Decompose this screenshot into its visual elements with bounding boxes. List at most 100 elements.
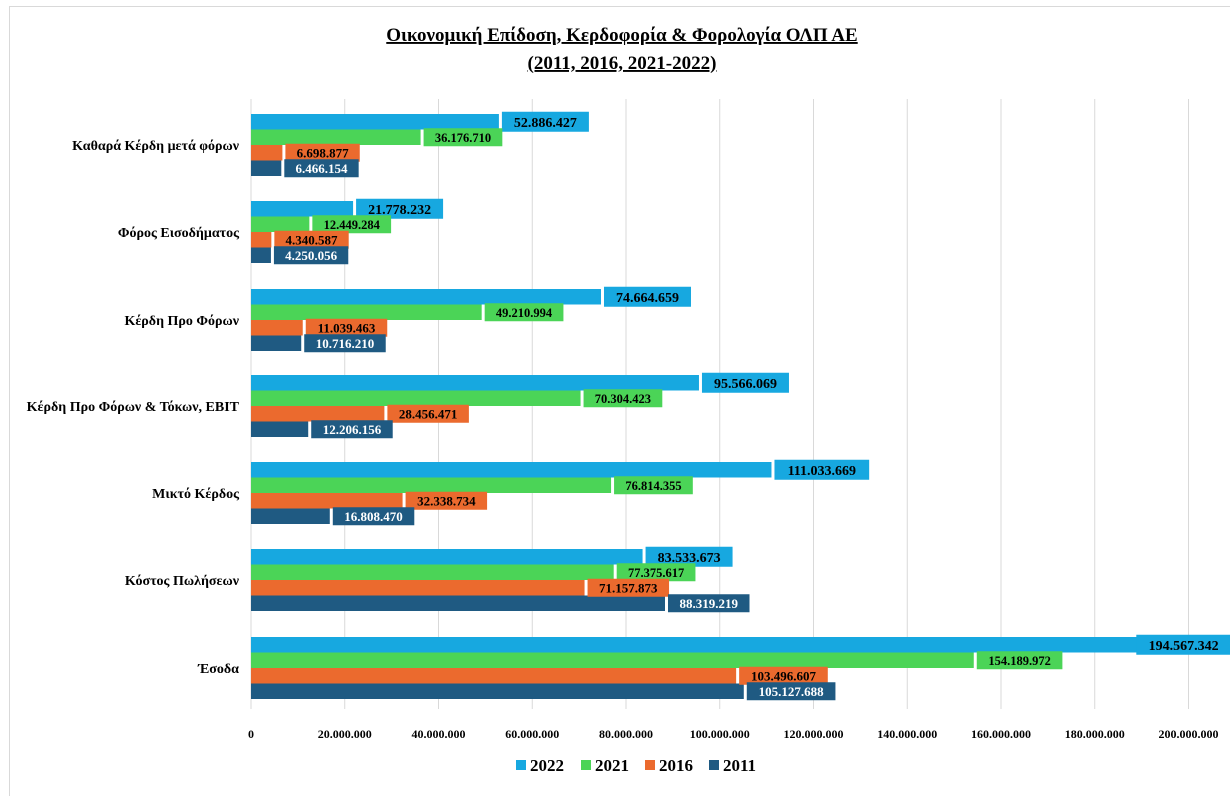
chart-frame: Οικονομική Επίδοση, Κερδοφορία & Φορολογ…: [9, 6, 1230, 796]
data-label-2022: 194.567.342: [1136, 634, 1230, 655]
data-label-2022: 111.033.669: [774, 459, 870, 480]
data-label-2016: 11.039.463: [305, 318, 388, 337]
bar-2021: [251, 304, 482, 320]
x-tick-label: 200.000.000: [1159, 727, 1219, 741]
data-label-box: [739, 666, 828, 685]
bar-2011: [251, 508, 330, 524]
data-label-2011: 6.466.154: [284, 159, 359, 178]
bar-2022: [251, 201, 354, 217]
data-label-2021: 70.304.423: [583, 389, 663, 408]
data-label-box: [332, 507, 415, 526]
data-label-2011: 10.716.210: [304, 334, 386, 353]
x-tick-label: 80.000.000: [599, 727, 653, 741]
bar-chart: Οικονομική Επίδοση, Κερδοφορία & Φορολογ…: [27, 25, 1230, 775]
legend-swatch-2021: [581, 760, 591, 770]
bar-2022: [251, 114, 499, 130]
bar-2022: [251, 637, 1164, 653]
bars-group: [251, 114, 1164, 699]
x-tick-label: 40.000.000: [412, 727, 466, 741]
data-label-text: 10.716.210: [316, 336, 375, 351]
legend-label-2022: 2022: [530, 756, 564, 775]
bar-2021: [251, 216, 310, 232]
data-label-text: 77.375.617: [628, 566, 684, 580]
x-tick-label: 0: [248, 727, 254, 741]
data-label-2016: 103.496.607: [739, 666, 828, 685]
data-label-2011: 105.127.688: [746, 682, 836, 701]
data-label-text: 83.533.673: [658, 551, 721, 566]
bar-2011: [251, 335, 302, 351]
data-label-box: [273, 246, 349, 265]
data-label-text: 6.698.877: [297, 145, 350, 160]
data-label-box: [603, 286, 691, 307]
data-label-2011: 88.319.219: [667, 594, 750, 613]
data-label-box: [583, 389, 663, 408]
data-label-text: 95.566.069: [714, 377, 777, 392]
bar-2016: [251, 580, 585, 596]
data-label-text: 194.567.342: [1149, 639, 1219, 654]
data-label-box: [701, 372, 789, 393]
data-label-2016: 28.456.471: [387, 404, 469, 423]
data-label-text: 70.304.423: [595, 392, 651, 406]
data-label-2011: 16.808.470: [332, 507, 415, 526]
bar-2011: [251, 160, 282, 176]
data-label-2022: 74.664.659: [603, 286, 691, 307]
bar-2021: [251, 129, 421, 145]
data-label-box: [285, 143, 360, 162]
value-axis-labels: 0 20.000.000 40.000.000 60.000.000 80.000.00…: [248, 727, 1219, 741]
data-label-2022: 83.533.673: [645, 546, 733, 567]
legend-label-2011: 2011: [723, 756, 756, 775]
data-label-2016: 32.338.734: [405, 491, 488, 510]
data-label-box: [304, 334, 386, 353]
bar-2011: [251, 421, 309, 437]
data-label-text: 103.496.607: [751, 668, 817, 683]
x-tick-label: 20.000.000: [318, 727, 372, 741]
chart-title: Οικονομική Επίδοση, Κερδοφορία & Φορολογ…: [386, 25, 857, 46]
legend: 2022 2021 2016 2011: [516, 756, 756, 775]
legend-label-2021: 2021: [595, 756, 629, 775]
category-label: Φόρος Εισοδήματος: [118, 226, 240, 241]
bar-2021: [251, 564, 614, 580]
data-label-box: [501, 111, 589, 132]
data-label-2021: 77.375.617: [616, 563, 696, 582]
data-label-2022: 52.886.427: [501, 111, 589, 132]
legend-swatch-2022: [516, 760, 526, 770]
data-label-text: 52.886.427: [514, 116, 577, 131]
bar-2011: [251, 595, 665, 611]
data-label-box: [616, 563, 696, 582]
data-label-text: 74.664.659: [616, 291, 679, 306]
data-label-text: 76.814.355: [625, 479, 681, 493]
bar-2021: [251, 652, 974, 668]
bar-2022: [251, 289, 601, 305]
x-tick-label: 100.000.000: [690, 727, 750, 741]
data-label-text: 154.189.972: [988, 654, 1051, 668]
data-label-text: 49.210.994: [496, 306, 553, 320]
data-label-2016: 71.157.873: [587, 578, 670, 597]
data-label-box: [614, 476, 693, 495]
data-label-box: [423, 128, 503, 147]
data-label-2022: 21.778.232: [356, 198, 444, 219]
data-label-2021: 76.814.355: [614, 476, 693, 495]
bar-2016: [251, 668, 737, 684]
bar-2016: [251, 145, 283, 161]
data-labels-group: 52.886.427 21.778.232 74.664.659 95.566.069…: [273, 111, 1230, 701]
category-label: Κέρδη Προ Φόρων & Τόκων, EBIT: [27, 400, 240, 415]
data-label-2016: 6.698.877: [285, 143, 360, 162]
data-label-box: [284, 159, 359, 178]
data-label-text: 4.250.056: [285, 248, 338, 263]
category-label: Κέρδη Προ Φόρων: [124, 314, 239, 329]
category-label: Έσοδα: [197, 662, 239, 677]
data-label-box: [405, 491, 488, 510]
data-label-box: [667, 594, 750, 613]
data-label-box: [484, 303, 564, 322]
legend-label-2016: 2016: [659, 756, 693, 775]
category-label: Κόστος Πωλήσεων: [125, 574, 240, 589]
data-label-box: [356, 198, 444, 219]
data-label-box: [645, 546, 733, 567]
data-label-text: 12.449.284: [324, 218, 381, 232]
data-label-text: 28.456.471: [399, 406, 458, 421]
x-tick-label: 140.000.000: [877, 727, 937, 741]
data-label-text: 111.033.669: [788, 464, 856, 479]
data-label-box: [1136, 634, 1230, 655]
bar-2022: [251, 375, 699, 391]
data-label-box: [305, 318, 388, 337]
